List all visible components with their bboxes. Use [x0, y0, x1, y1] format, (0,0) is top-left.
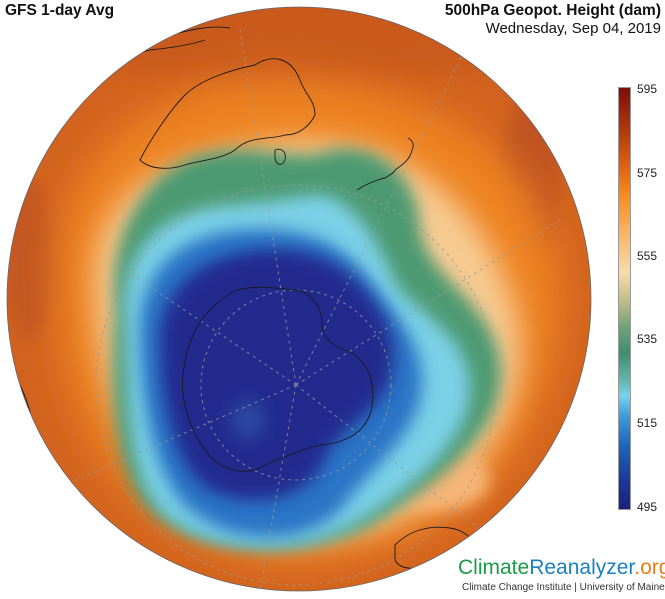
australia-coast [139, 58, 316, 169]
colorbar-tick: 495 [637, 500, 658, 514]
new-zealand-coast [356, 137, 414, 191]
brand-part-2: Reanalyzer [529, 556, 635, 579]
colorbar-tick: 535 [637, 332, 658, 346]
colorbar-tick: 575 [637, 166, 658, 180]
globe-map [6, 6, 592, 592]
colorbar-tick: 515 [637, 416, 658, 430]
brand-part-3: .org [634, 556, 665, 579]
tasmania-coast [274, 148, 286, 165]
brand-part-1: Climate [458, 556, 530, 579]
brand-logo[interactable]: ClimateReanalyzer.org [458, 556, 665, 580]
date-label: Wednesday, Sep 04, 2019 [485, 20, 661, 37]
brand-subtitle: Climate Change Institute | University of… [462, 582, 665, 593]
variable-title: 500hPa Geopot. Height (dam) [444, 2, 661, 19]
model-title: GFS 1-day Avg [5, 2, 115, 19]
colorbar-tick: 595 [637, 82, 658, 96]
colorbar [618, 87, 631, 510]
antarctica-coast [182, 286, 374, 472]
header-right: 500hPa Geopot. Height (dam) Wednesday, S… [445, 2, 661, 37]
colorbar-tick: 555 [637, 249, 658, 263]
